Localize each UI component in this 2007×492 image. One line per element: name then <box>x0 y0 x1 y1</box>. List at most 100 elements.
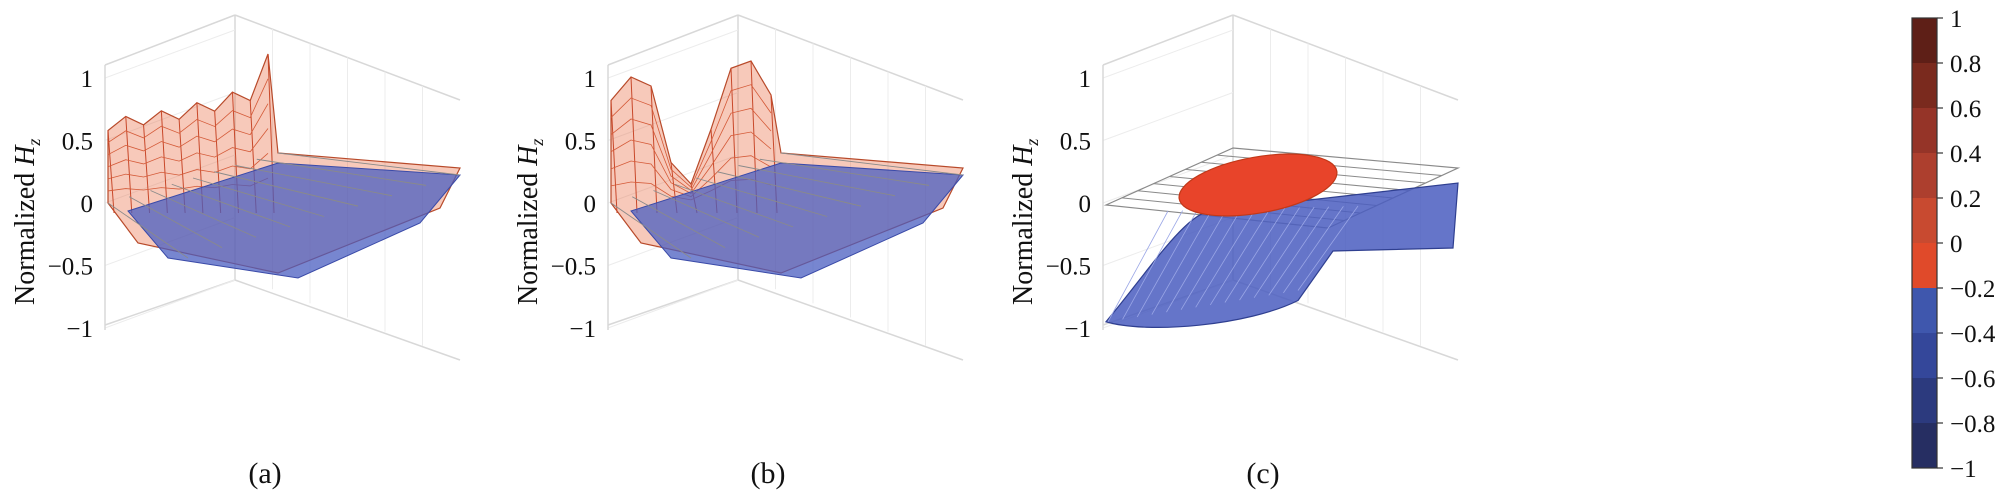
z-axis-label-sub: z <box>527 139 547 147</box>
z-axis-label-text: Normalized <box>10 166 41 305</box>
colorbar-tick-label: 0 <box>1950 231 1963 258</box>
grid-line <box>104 279 236 329</box>
surface-mesh-line <box>1180 208 1242 310</box>
colorbar-segment <box>1912 18 1937 64</box>
z-axis-label-var: H <box>513 144 544 167</box>
axis-floor-edge <box>234 279 461 361</box>
z-tick-label: −0.5 <box>551 254 596 281</box>
grid-line <box>607 29 739 79</box>
surface-mesh-line <box>1297 205 1359 291</box>
zero-plane-grid <box>780 152 964 176</box>
z-axis-label-sub: z <box>24 139 44 147</box>
surface-mesh-line <box>107 153 269 180</box>
z-tick-label: −1 <box>66 316 93 343</box>
surface-mesh-line <box>1195 208 1257 308</box>
zero-plane-grid <box>129 196 223 249</box>
zero-plane-grid <box>759 158 930 186</box>
z-axis-label-text: Normalized <box>1008 166 1039 305</box>
grid-line <box>607 279 739 329</box>
colorbar-tick-label: −0.4 <box>1950 321 1996 348</box>
zero-plane-grid <box>674 183 794 228</box>
grid-line <box>607 92 739 141</box>
colorbar-segment <box>1912 378 1937 424</box>
z-tick-label: 1 <box>1079 66 1092 93</box>
colorbar-tick-label: −0.2 <box>1950 276 1995 303</box>
surface-mesh-line <box>107 78 269 143</box>
zero-plane-grid <box>192 177 325 217</box>
z-axis-label-sub: z <box>1022 139 1042 147</box>
surface-negative-region <box>127 162 462 279</box>
panel-label: (c) <box>1246 457 1279 490</box>
surface-mesh-line <box>1151 209 1213 315</box>
grid-line <box>1102 29 1234 79</box>
grid-line <box>1102 92 1234 141</box>
z-tick-label: −0.5 <box>1046 254 1091 281</box>
colorbar-segment <box>1912 288 1937 334</box>
zero-plane-grid <box>171 183 291 228</box>
z-tick-label: 0.5 <box>62 129 93 156</box>
z-axis-label: Normalized Hz <box>513 139 547 305</box>
zero-plane-grid <box>214 171 359 207</box>
axis-floor-edge <box>737 279 964 361</box>
surface-negative-region <box>630 162 965 279</box>
zero-plane-grid <box>107 202 189 259</box>
surface-mesh-line <box>1209 208 1271 306</box>
panel-label: (a) <box>248 457 281 490</box>
colorbar-segment <box>1912 63 1937 109</box>
zero-plane-grid <box>738 165 896 197</box>
colorbar-tick-label: −0.6 <box>1950 366 1995 393</box>
surface-mesh-line <box>1283 206 1344 294</box>
axis-top-edge <box>1102 14 1234 66</box>
zero-plane-grid <box>610 202 692 259</box>
surface-mesh-line <box>125 116 133 214</box>
grid-line <box>104 29 236 79</box>
surface-mesh-line <box>107 128 269 168</box>
z-axis-label-var: H <box>10 144 41 167</box>
zero-plane-grid <box>277 152 461 176</box>
z-axis-label: Normalized Hz <box>10 139 44 305</box>
panel-label: (b) <box>751 457 786 490</box>
colorbar-segment <box>1912 333 1937 379</box>
z-tick-label: −1 <box>1064 316 1091 343</box>
surface-mesh-line <box>160 110 168 214</box>
colorbar-tick-label: 0.2 <box>1950 186 1981 213</box>
colorbar: 1 0.8 0.6 0.4 0.2 0 −0.2 −0.4 −0.6 −0.8 −1 <box>1911 6 1996 483</box>
colorbar-tick-label: −1 <box>1950 456 1977 483</box>
surface-mesh-line <box>1166 209 1227 313</box>
surface-mesh-line <box>1107 210 1169 322</box>
surface-mesh-line <box>107 130 115 214</box>
surface-mesh-line <box>610 84 772 188</box>
colorbar-tick-label: −0.8 <box>1950 411 1995 438</box>
surface-mesh-line <box>107 103 269 156</box>
axis-top-edge <box>104 14 236 66</box>
z-tick-label: −1 <box>569 316 596 343</box>
z-tick-label: −0.5 <box>48 254 93 281</box>
surface-mesh-line <box>1122 210 1183 320</box>
colorbar-segment <box>1912 423 1937 469</box>
surface-panel-c: 1 0.5 0 −0.5 −1 Normalized Hz (c) <box>1008 14 1461 490</box>
colorbar-segment <box>1912 153 1937 199</box>
surface-mesh-line <box>1224 207 1286 303</box>
axis-top-edge <box>607 14 739 66</box>
surface-positive-region <box>1178 153 1338 217</box>
surface-mesh-line <box>1136 210 1198 318</box>
surface-panel-b: 1 0.5 0 −0.5 −1 Normalized Hz (b) <box>513 14 965 490</box>
zero-plane-grid <box>717 171 862 207</box>
surface-panel-a: 1 0.5 0 −0.5 −1 Normalized Hz (a) <box>10 14 462 490</box>
zero-plane-grid <box>150 190 257 238</box>
surface-mesh-line <box>1239 207 1300 301</box>
z-axis-label-text: Normalized <box>513 166 544 305</box>
surface-mesh-line <box>1253 206 1315 298</box>
surface-mesh-line <box>1268 206 1330 296</box>
zero-plane-grid <box>653 190 760 238</box>
grid-line <box>104 154 236 204</box>
colorbar-tick-label: 0.6 <box>1950 96 1981 123</box>
colorbar-segment <box>1912 198 1937 244</box>
z-tick-label: 0 <box>1079 191 1092 218</box>
z-tick-label: 0.5 <box>565 129 596 156</box>
colorbar-tick-label: 0.4 <box>1950 141 1982 168</box>
colorbar-tick-label: 0.8 <box>1950 51 1981 78</box>
zero-plane-grid <box>256 158 427 186</box>
colorbar-segment <box>1912 108 1937 154</box>
